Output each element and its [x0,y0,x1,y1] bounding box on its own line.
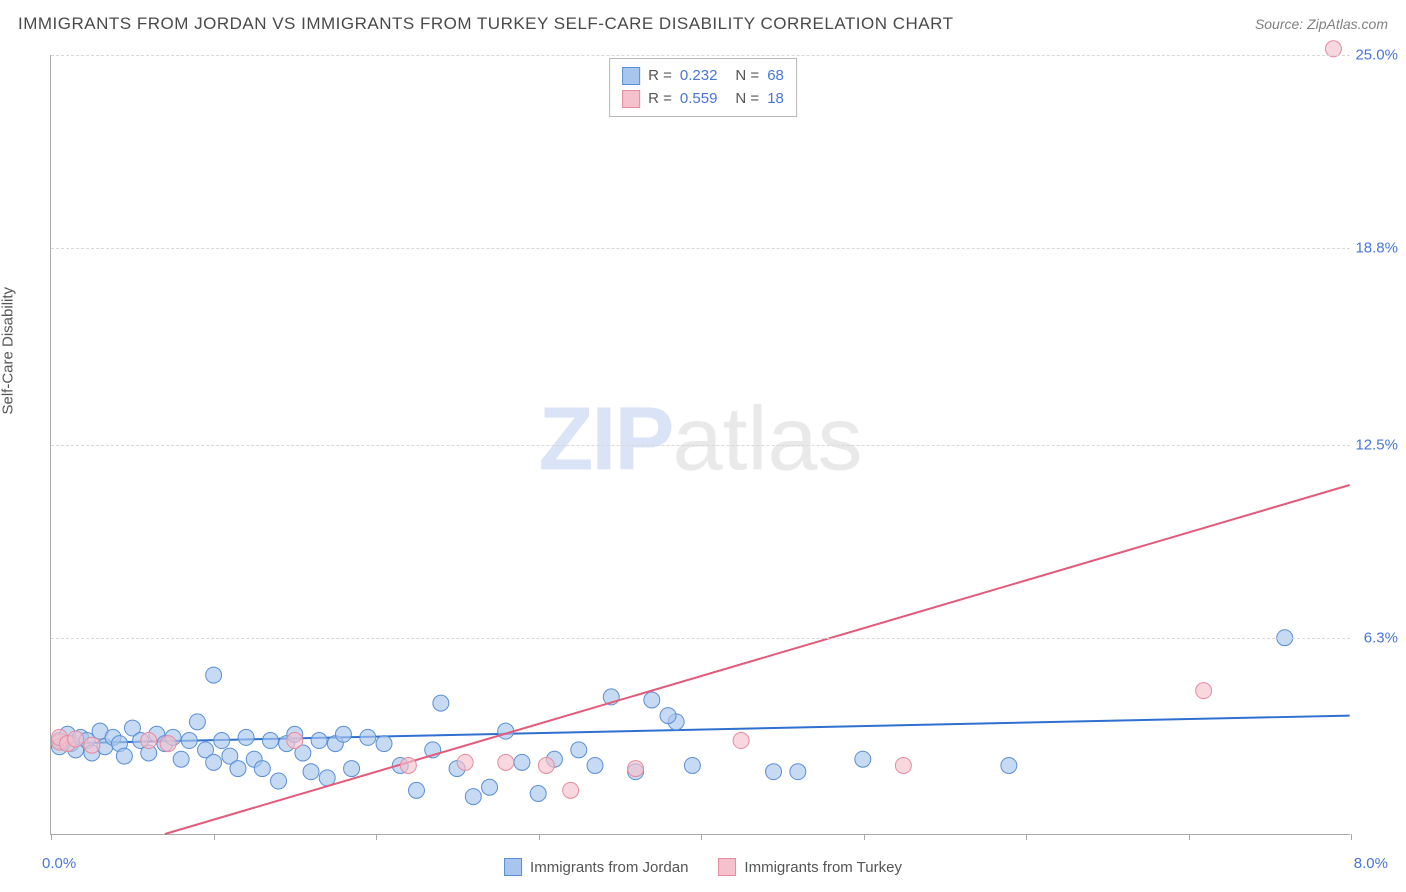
x-axis-max-label: 8.0% [1354,855,1388,872]
data-point [400,757,416,773]
data-point [408,782,424,798]
legend-swatch [504,858,522,876]
data-point [206,667,222,683]
data-point [68,731,84,747]
x-tick [1026,834,1027,840]
y-tick-label: 6.3% [1364,630,1398,647]
legend-swatch [718,858,736,876]
data-point [1001,757,1017,773]
data-point [514,754,530,770]
stat-n-value: 18 [767,88,784,111]
data-point [262,733,278,749]
legend-item: Immigrants from Jordan [504,858,688,876]
data-point [303,764,319,780]
data-point [254,761,270,777]
data-point [571,742,587,758]
x-tick [1351,834,1352,840]
data-point [189,714,205,730]
data-point [271,773,287,789]
data-point [376,736,392,752]
gridline [51,638,1350,639]
data-point [214,733,230,749]
data-point [855,751,871,767]
stat-n-value: 68 [767,65,784,88]
stat-swatch [622,67,640,85]
data-point [628,761,644,777]
data-point [660,708,676,724]
data-point [465,789,481,805]
stat-r-value: 0.232 [680,65,718,88]
y-tick-label: 12.5% [1355,437,1398,454]
data-point [895,757,911,773]
data-point [173,751,189,767]
data-point [433,695,449,711]
bottom-legend: Immigrants from Jordan Immigrants from Tu… [504,858,902,876]
data-point [287,733,303,749]
stat-r-label: R = [648,88,672,111]
data-point [160,736,176,752]
stat-r-label: R = [648,65,672,88]
gridline [51,248,1350,249]
data-point [530,786,546,802]
x-axis-min-label: 0.0% [42,855,76,872]
y-tick-label: 18.8% [1355,240,1398,257]
data-point [181,733,197,749]
data-point [563,782,579,798]
x-tick [864,834,865,840]
data-point [733,733,749,749]
data-point [482,779,498,795]
x-tick [214,834,215,840]
data-point [84,737,100,753]
correlation-stat-box: R = 0.232 N = 68 R = 0.559 N = 18 [609,58,797,117]
trend-line [165,485,1350,834]
data-point [538,757,554,773]
data-point [360,729,376,745]
data-point [790,764,806,780]
gridline [51,445,1350,446]
data-point [335,726,351,742]
x-tick [701,834,702,840]
data-point [587,757,603,773]
y-tick-label: 25.0% [1355,47,1398,64]
stat-n-label: N = [735,88,759,111]
source-attribution: Source: ZipAtlas.com [1255,16,1388,32]
x-tick [539,834,540,840]
legend-item: Immigrants from Turkey [718,858,902,876]
stat-n-label: N = [735,65,759,88]
data-point [230,761,246,777]
title-bar: IMMIGRANTS FROM JORDAN VS IMMIGRANTS FRO… [18,14,1388,34]
data-point [766,764,782,780]
data-point [498,754,514,770]
stat-swatch [622,90,640,108]
x-tick [1189,834,1190,840]
chart-title: IMMIGRANTS FROM JORDAN VS IMMIGRANTS FRO… [18,14,953,34]
data-point [206,754,222,770]
legend-label: Immigrants from Turkey [744,859,902,876]
data-point [457,754,473,770]
data-point [116,748,132,764]
stat-row: R = 0.232 N = 68 [622,65,784,88]
data-point [238,729,254,745]
plot-area: ZIPatlas [50,55,1350,835]
data-point [311,733,327,749]
stat-r-value: 0.559 [680,88,718,111]
data-point [684,757,700,773]
gridline [51,55,1350,56]
data-point [344,761,360,777]
data-point [1196,683,1212,699]
data-point [644,692,660,708]
x-tick [51,834,52,840]
data-point [141,733,157,749]
stat-row: R = 0.559 N = 18 [622,88,784,111]
legend-label: Immigrants from Jordan [530,859,688,876]
x-tick [376,834,377,840]
y-axis-label: Self-Care Disability [0,287,17,415]
